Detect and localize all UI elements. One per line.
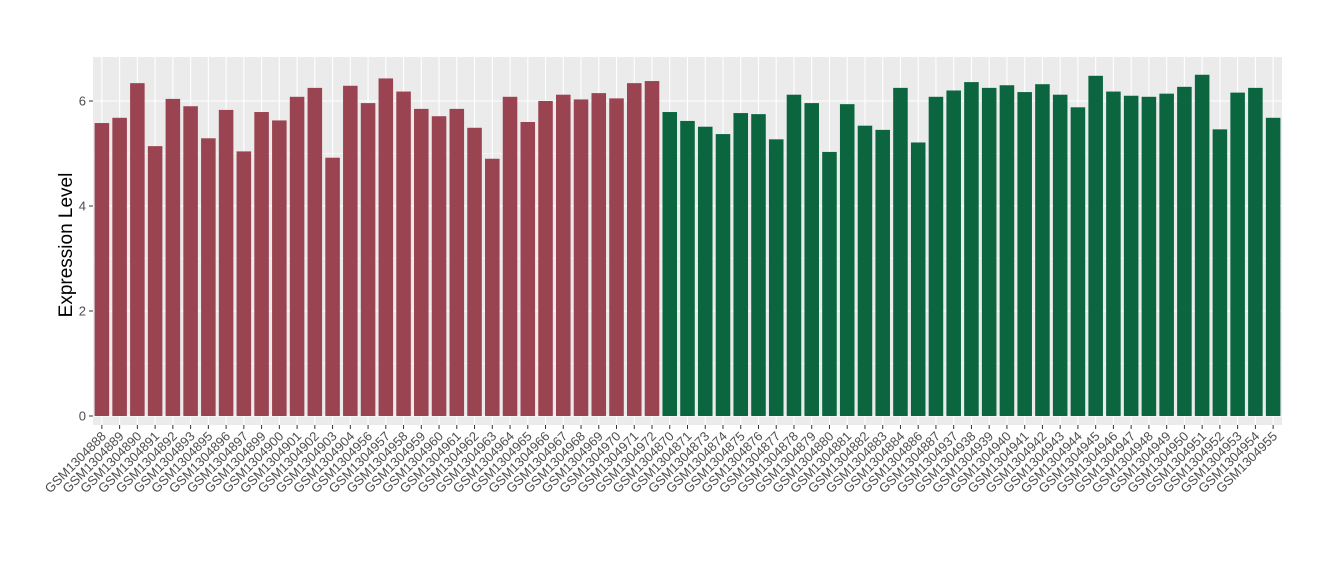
bar (1194, 74, 1210, 416)
bar (786, 94, 802, 416)
bar (325, 157, 340, 416)
y-axis-title: Expression Level (56, 173, 77, 318)
bar (556, 94, 571, 416)
bar (964, 82, 979, 416)
bar (449, 108, 465, 416)
x-axis: GSM1304888GSM1304889GSM1304890GSM1304891… (42, 425, 1280, 496)
bar (431, 116, 447, 416)
bar (822, 151, 837, 417)
bar (1070, 107, 1086, 417)
bar (289, 96, 305, 417)
y-tick-label: 4 (79, 199, 86, 214)
bar (520, 122, 536, 416)
bar (626, 83, 642, 417)
y-axis: 0 2 4 6 (79, 94, 93, 424)
bar (272, 120, 287, 417)
bar (1052, 94, 1068, 416)
bar (201, 138, 216, 416)
bar (502, 96, 518, 417)
bar (804, 103, 819, 416)
bar (1017, 92, 1032, 416)
bar (94, 123, 110, 417)
bar (1265, 117, 1281, 417)
bar (378, 78, 394, 417)
y-tick-label: 6 (79, 94, 86, 109)
bar (839, 104, 855, 417)
bar (1212, 129, 1228, 416)
bar (1035, 84, 1050, 416)
bar (218, 109, 234, 417)
bar (1230, 92, 1245, 416)
bar (857, 125, 873, 417)
bar (112, 117, 127, 417)
bar (573, 99, 589, 417)
bar (733, 113, 749, 416)
y-tick-label: 2 (79, 304, 86, 319)
bar (893, 87, 908, 416)
bar (254, 112, 269, 417)
bar (1159, 93, 1174, 417)
bar (1088, 75, 1103, 417)
bar (130, 83, 145, 417)
bar (485, 158, 500, 416)
bar (910, 142, 926, 416)
bar (343, 85, 358, 417)
bar (981, 87, 997, 416)
bars (94, 74, 1281, 417)
bar (875, 129, 890, 416)
bar (147, 146, 163, 416)
bar (999, 85, 1015, 416)
bar (307, 87, 323, 416)
bar (715, 134, 731, 416)
bar (183, 106, 198, 416)
bar (591, 93, 607, 416)
bar (751, 114, 766, 416)
bar (396, 91, 411, 417)
bar (538, 101, 553, 416)
bar (236, 151, 252, 416)
bar (644, 81, 660, 417)
bar (680, 120, 695, 416)
bar (360, 103, 376, 416)
bar (467, 127, 482, 417)
bar (1141, 96, 1157, 417)
bar (697, 126, 713, 416)
bar (662, 112, 678, 417)
bar (1177, 86, 1192, 416)
y-tick-label: 0 (79, 409, 86, 424)
bar (768, 139, 784, 416)
bar (1106, 91, 1121, 417)
bar (165, 98, 181, 417)
bar (928, 96, 944, 417)
bar (1123, 95, 1139, 416)
bar (1248, 87, 1263, 416)
bar (414, 108, 429, 416)
bar (609, 98, 624, 416)
bar (946, 90, 961, 416)
